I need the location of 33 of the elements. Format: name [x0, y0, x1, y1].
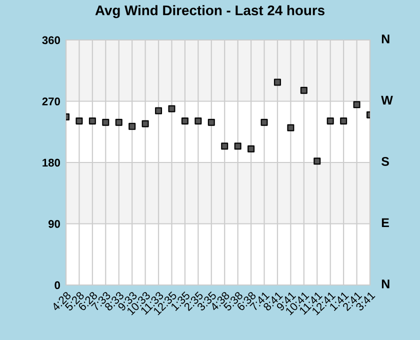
point: [287, 124, 294, 132]
text: W: [381, 96, 393, 104]
point: [208, 118, 215, 126]
y-tick-label: 180: [42, 158, 60, 167]
point: [353, 101, 360, 108]
point: [300, 86, 308, 94]
y-tick-label: 360: [42, 36, 60, 44]
point: [88, 117, 96, 124]
point: [168, 105, 176, 112]
point: [102, 118, 110, 126]
point: [181, 117, 188, 124]
point: [221, 142, 228, 150]
y-tick-label: 0: [54, 281, 60, 290]
text: N: [382, 34, 390, 44]
point: [234, 142, 242, 150]
point: [155, 107, 162, 114]
text: E: [382, 218, 389, 227]
point: [274, 78, 281, 86]
point: [248, 145, 255, 152]
point: [326, 117, 334, 124]
text: S: [381, 157, 389, 166]
point: [260, 118, 268, 126]
point: [340, 117, 348, 124]
y-tick-label: 90: [48, 220, 60, 228]
point: [76, 117, 83, 124]
point: [142, 120, 149, 128]
point: [314, 158, 321, 165]
point: [194, 117, 202, 124]
text: N: [382, 280, 390, 288]
y-tick-label: 270: [42, 98, 60, 106]
chart-title: Avg Wind Direction - Last 24 hours: [95, 5, 324, 18]
point: [115, 118, 122, 126]
point: [128, 122, 136, 130]
